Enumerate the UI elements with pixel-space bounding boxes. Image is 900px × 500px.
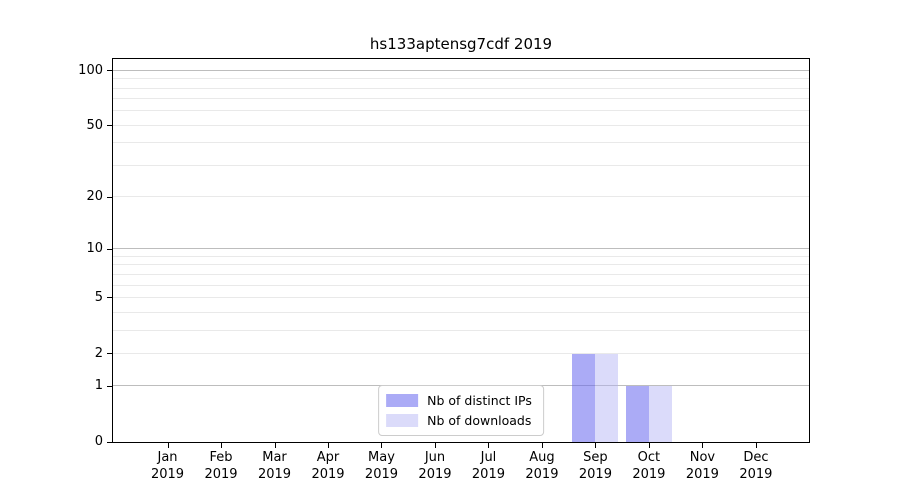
bar-distinct-ips bbox=[625, 386, 649, 442]
y-tick-label: 10 bbox=[86, 241, 103, 257]
y-tick-mark bbox=[107, 248, 113, 250]
minor-gridline bbox=[113, 284, 809, 286]
minor-gridline bbox=[113, 264, 809, 266]
chart-title: hs133aptensg7cdf 2019 bbox=[369, 35, 553, 53]
x-tick-label: Dec 2019 bbox=[739, 450, 773, 482]
minor-gridline bbox=[113, 311, 809, 313]
x-tick-mark bbox=[167, 442, 169, 448]
x-tick-label: Feb 2019 bbox=[204, 450, 238, 482]
major-gridline bbox=[113, 69, 809, 71]
bar-downloads bbox=[648, 386, 672, 442]
legend-label-distinct-ips: Nb of distinct IPs bbox=[427, 393, 532, 408]
y-tick-label: 100 bbox=[78, 62, 103, 78]
minor-gridline bbox=[113, 196, 809, 198]
minor-gridline bbox=[113, 352, 809, 354]
minor-gridline bbox=[113, 142, 809, 144]
x-tick-mark bbox=[381, 442, 383, 448]
minor-gridline bbox=[113, 87, 809, 89]
x-tick-label: May 2019 bbox=[364, 450, 399, 482]
x-tick-mark bbox=[221, 442, 223, 448]
y-tick-mark bbox=[107, 125, 113, 127]
minor-gridline bbox=[113, 255, 809, 257]
minor-gridline bbox=[113, 273, 809, 275]
legend-label-downloads: Nb of downloads bbox=[427, 413, 532, 428]
x-tick-mark bbox=[595, 442, 597, 448]
minor-gridline bbox=[113, 329, 809, 331]
y-tick-label: 1 bbox=[94, 378, 103, 394]
y-tick-label: 0 bbox=[94, 434, 103, 449]
x-tick-mark bbox=[274, 442, 276, 448]
x-tick-label: Aug 2019 bbox=[525, 450, 559, 482]
x-tick-label: Mar 2019 bbox=[257, 450, 292, 482]
x-tick-mark bbox=[434, 442, 436, 448]
x-tick-mark bbox=[327, 442, 329, 448]
minor-gridline bbox=[113, 296, 809, 298]
x-tick-label: Oct 2019 bbox=[632, 450, 666, 482]
legend-item-downloads: Nb of downloads bbox=[386, 413, 532, 428]
minor-gridline bbox=[113, 110, 809, 112]
y-tick-label: 2 bbox=[94, 345, 103, 361]
x-tick-label: Sep 2019 bbox=[578, 450, 612, 482]
y-tick-label: 5 bbox=[94, 289, 103, 305]
legend-swatch-downloads bbox=[386, 414, 419, 427]
y-tick-label: 20 bbox=[86, 189, 103, 205]
x-tick-mark bbox=[702, 442, 704, 448]
y-tick-mark bbox=[107, 385, 113, 387]
y-tick-mark bbox=[107, 70, 113, 72]
x-tick-mark bbox=[648, 442, 650, 448]
minor-gridline bbox=[113, 164, 809, 166]
major-gridline bbox=[113, 248, 809, 250]
x-tick-label: Jul 2019 bbox=[471, 450, 505, 482]
x-tick-mark bbox=[755, 442, 757, 448]
minor-gridline bbox=[113, 78, 809, 80]
y-tick-mark bbox=[107, 297, 113, 299]
legend-item-distinct-ips: Nb of distinct IPs bbox=[386, 393, 532, 408]
x-tick-label: Jan 2019 bbox=[150, 450, 185, 482]
x-tick-mark bbox=[541, 442, 543, 448]
legend-swatch-distinct-ips bbox=[386, 394, 419, 407]
minor-gridline bbox=[113, 98, 809, 100]
y-tick-mark bbox=[107, 196, 113, 198]
y-tick-label: 50 bbox=[86, 117, 103, 133]
legend: Nb of distinct IPs Nb of downloads bbox=[378, 385, 544, 436]
x-tick-mark bbox=[488, 442, 490, 448]
minor-gridline bbox=[113, 124, 809, 126]
x-tick-label: Nov 2019 bbox=[685, 450, 719, 482]
y-tick-mark bbox=[107, 441, 113, 443]
plot-area: 0 1 2 5 10 20 50 100 Jan 2019 Feb 2019 Mar 2019 Apr 201… bbox=[78, 58, 810, 482]
x-tick-label: Apr 2019 bbox=[311, 450, 345, 482]
y-tick-mark bbox=[107, 353, 113, 355]
bar-downloads bbox=[595, 353, 619, 442]
x-tick-label: Jun 2019 bbox=[418, 450, 452, 482]
bar-distinct-ips bbox=[572, 353, 596, 442]
